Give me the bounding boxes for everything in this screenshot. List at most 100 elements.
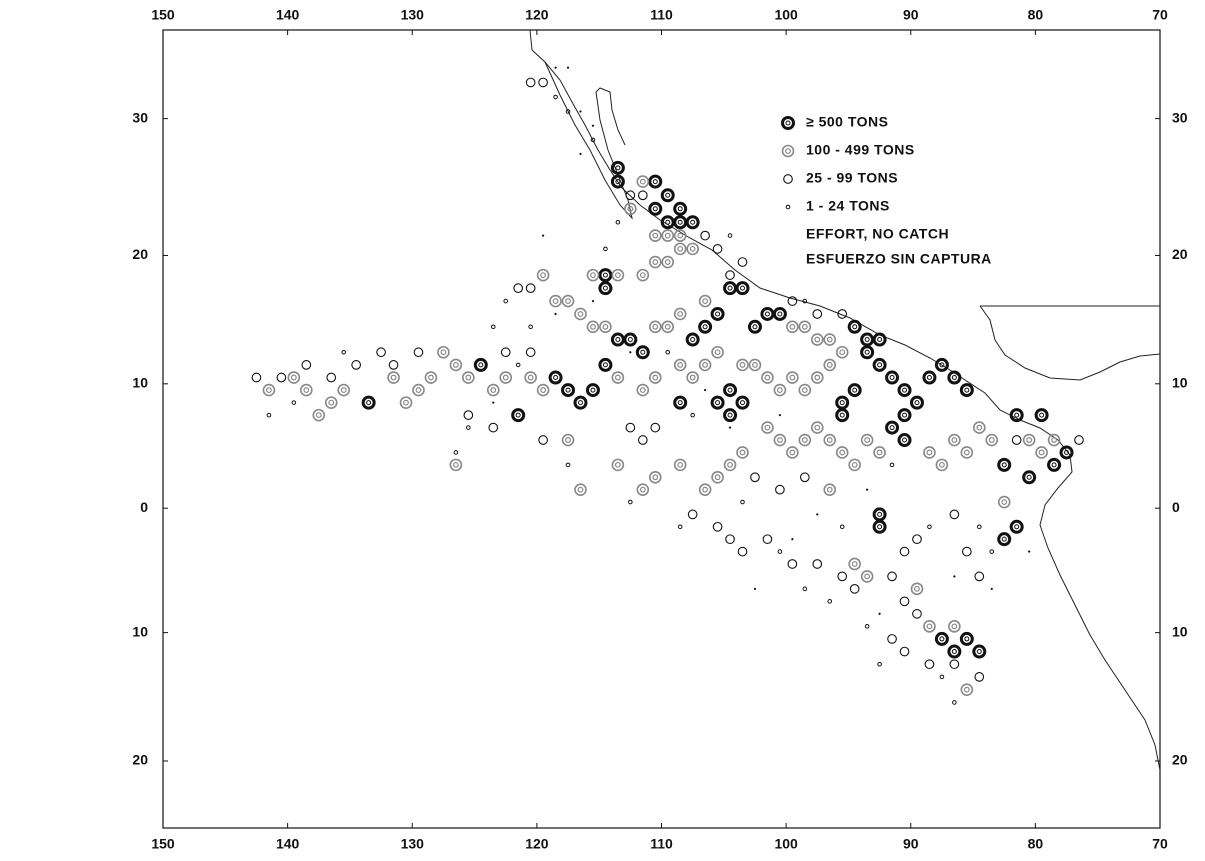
catch-symbol — [990, 587, 993, 591]
catch-symbol — [437, 345, 450, 359]
catch-symbol — [961, 546, 972, 557]
catch-symbol — [326, 372, 337, 383]
catch-symbol — [953, 575, 956, 578]
catch-symbol — [579, 152, 582, 156]
legend-label: 100 - 499 TONS — [806, 142, 915, 158]
catch-symbol — [1047, 433, 1061, 447]
catch-symbol — [762, 534, 773, 545]
catch-symbol — [912, 534, 922, 545]
catch-symbol — [673, 229, 687, 242]
catch-symbol — [536, 268, 550, 282]
catch-symbol — [453, 450, 459, 455]
catch-symbol — [723, 383, 738, 398]
catch-symbol — [974, 672, 985, 682]
catch-symbol — [791, 538, 794, 541]
catch-symbol — [997, 457, 1012, 472]
catch-symbol — [889, 462, 895, 468]
x-tick-label-top: 70 — [1152, 7, 1168, 23]
catch-symbol — [687, 509, 698, 520]
catch-symbol — [341, 349, 347, 355]
catch-symbol — [511, 408, 526, 423]
catch-symbol — [848, 458, 861, 472]
catch-symbol — [648, 174, 663, 189]
catch-symbol — [686, 242, 699, 256]
catch-symbol — [685, 215, 700, 230]
catch-symbol — [538, 77, 548, 88]
catch-symbol — [786, 371, 799, 384]
catch-symbol — [462, 371, 475, 384]
catch-symbol — [725, 270, 735, 280]
catch-symbol — [798, 320, 812, 334]
x-tick-label-bottom: 140 — [276, 836, 300, 852]
catch-symbol — [610, 174, 625, 189]
catch-symbol — [661, 229, 675, 242]
x-tick-label-top: 150 — [151, 7, 175, 23]
catch-symbol — [500, 347, 511, 358]
catch-symbol — [939, 674, 945, 680]
catch-symbol — [554, 66, 557, 69]
catch-symbol — [750, 472, 760, 483]
x-tick-label-bottom: 70 — [1152, 836, 1168, 852]
catch-symbol — [735, 281, 750, 296]
catch-symbol — [412, 383, 425, 397]
catch-symbol — [591, 124, 595, 127]
catch-symbol — [615, 219, 621, 225]
catch-symbol — [276, 372, 287, 383]
catch-symbol — [585, 383, 600, 398]
y-tick-label-right: 0 — [1172, 499, 1180, 515]
catch-symbol — [690, 412, 695, 418]
catch-symbol — [291, 400, 297, 405]
catch-symbol — [361, 395, 376, 410]
catch-symbol — [673, 395, 688, 410]
catch-symbol — [660, 215, 675, 230]
catch-symbol — [698, 294, 712, 308]
catch-symbol — [839, 524, 845, 530]
catch-symbol — [636, 483, 650, 496]
catch-symbol — [959, 383, 974, 398]
catch-symbol — [665, 349, 671, 355]
catch-symbol — [777, 549, 783, 554]
catch-symbol — [636, 268, 650, 282]
catch-symbol — [1034, 408, 1049, 423]
catch-symbol — [949, 659, 960, 670]
catch-symbol — [710, 395, 725, 410]
catch-symbol — [1022, 470, 1037, 485]
catch-symbol — [823, 358, 837, 372]
catch-symbol — [736, 446, 749, 459]
catch-symbol — [711, 345, 724, 359]
catch-symbol — [948, 433, 961, 447]
catch-symbol — [1047, 457, 1062, 472]
catch-symbol — [923, 446, 936, 459]
catch-symbol — [781, 144, 795, 158]
catch-symbol — [635, 345, 650, 360]
catch-symbol — [650, 422, 661, 433]
catch-symbol — [910, 582, 924, 596]
catch-symbol — [781, 116, 795, 130]
catch-symbol — [740, 499, 745, 505]
catch-symbol — [1027, 550, 1031, 553]
map-frame — [162, 29, 1161, 829]
catch-symbol — [351, 360, 362, 370]
catch-symbol — [912, 608, 922, 619]
catch-symbol — [949, 509, 960, 520]
catch-symbol — [972, 644, 987, 659]
catch-symbol — [934, 357, 949, 372]
catch-symbol — [923, 620, 936, 633]
x-tick-label-top: 80 — [1028, 7, 1044, 23]
catch-symbol — [849, 584, 860, 594]
catch-symbol — [324, 396, 338, 409]
legend-label: 25 - 99 TONS — [806, 170, 898, 186]
catch-symbol — [823, 433, 837, 447]
catch-symbol — [553, 94, 558, 100]
catch-symbol — [700, 230, 710, 241]
catch-symbol — [549, 294, 562, 308]
catch-symbol — [566, 66, 570, 69]
catch-symbol — [698, 319, 713, 334]
catch-symbol — [710, 306, 725, 321]
catch-symbol — [835, 395, 850, 410]
catch-symbol — [623, 332, 638, 347]
catch-symbol — [661, 320, 675, 334]
catch-symbol — [810, 371, 824, 384]
coast-caribbean — [979, 305, 1161, 381]
